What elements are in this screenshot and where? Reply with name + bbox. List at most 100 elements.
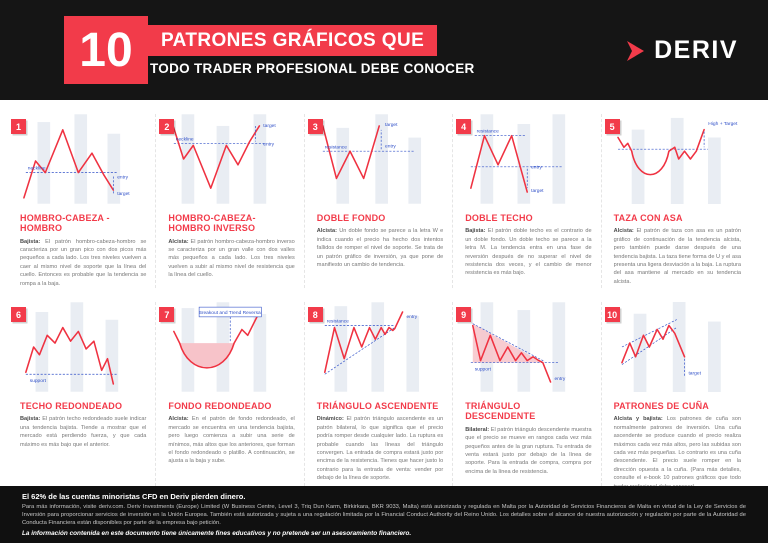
pattern-title: DOBLE TECHO <box>465 213 533 223</box>
pattern-card-doble-techo: 4 resistance entry target DOBLE TECHO Ba… <box>456 114 602 289</box>
footer: El 62% de las cuentas minoristas CFD en … <box>0 486 768 543</box>
pattern-text: El patrón triángulo ascendente es un pat… <box>316 416 444 482</box>
chart-label: target <box>264 123 277 129</box>
chart-label: entry <box>385 143 396 149</box>
chart-label: entry <box>555 376 566 382</box>
pattern-text: Un doble fondo se parece a la letra W e … <box>316 228 444 268</box>
pattern-bias: Alcista: <box>316 228 338 235</box>
chart-label: target <box>531 188 544 194</box>
pattern-description: Bajista: El patrón doble techo es el con… <box>465 227 591 277</box>
pattern-bias: Dinámico: <box>316 416 344 423</box>
chart-label: resistance <box>325 144 347 150</box>
pattern-title: TECHO REDONDEADO <box>20 401 123 412</box>
descending-triangle-diagram: support entry <box>471 302 566 392</box>
pattern-description: Bilateral: El patrón triángulo descenden… <box>465 426 591 476</box>
pattern-number-badge: 3 <box>307 119 323 134</box>
pattern-card-taza-con-asa: 5 High + Target TAZA CON ASA Alcista: El… <box>604 114 750 288</box>
pattern-bias: Alcista: <box>613 228 634 235</box>
double-bottom-diagram: resistance entry target <box>321 114 421 204</box>
chart-label: entry <box>117 174 128 180</box>
pattern-card-hombro-cabeza-hombro: 1 neckline entry target HOMBRO-CABEZA -H… <box>11 114 157 289</box>
pattern-number-badge: 1 <box>11 119 26 134</box>
pattern-number-badge: 6 <box>11 307 26 323</box>
chart-label: entry <box>264 141 275 147</box>
brand-logo: DERIV <box>623 36 738 65</box>
head-and-shoulders-diagram: neckline entry target <box>23 114 130 204</box>
pattern-text: El patrón de taza con asa es un patrón g… <box>613 228 741 285</box>
pattern-text: En el patrón de fondo redondeado, el mer… <box>168 416 295 465</box>
pattern-text: El patrón hombro-cabeza-hombro se caract… <box>20 238 147 287</box>
risk-warning: El 62% de las cuentas minoristas CFD en … <box>22 492 246 501</box>
chart-label: target <box>688 370 701 376</box>
pattern-description: Alcista: El patrón de taza con asa es un… <box>614 227 741 286</box>
rounded-bottom-diagram: Breakout and Trend Reversal <box>173 302 267 392</box>
chart-label: target <box>385 122 398 128</box>
chart-label: entry <box>406 314 417 320</box>
pattern-number-badge: 9 <box>456 307 472 323</box>
pattern-number-badge: 10 <box>604 307 620 323</box>
pattern-text: El patrón doble techo es el contrario de… <box>465 228 592 277</box>
pattern-title: HOMBRO-CABEZA -HOMBRO <box>20 213 110 234</box>
pattern-description: Alcista: Un doble fondo se parece a la l… <box>317 227 443 269</box>
ascending-triangle-diagram: resistance entry <box>323 302 419 392</box>
chart-label: Breakout and Trend Reversal <box>199 310 262 316</box>
pattern-card-doble-fondo: 3 resistance entry target DOBLE FONDO Al… <box>307 114 454 289</box>
wedge-pattern-diagram: target <box>620 302 721 393</box>
pattern-title: PATRONES DE CUÑA <box>613 401 709 412</box>
chart-label: resistance <box>477 129 499 135</box>
cup-and-handle-diagram: High + Target <box>616 117 738 204</box>
pattern-description: Bajista: El patrón hombro-cabeza-hombro … <box>20 238 146 288</box>
pattern-number-badge: 2 <box>159 119 175 134</box>
chart-label: entry <box>531 165 542 171</box>
pattern-card-patrones-de-cuna: 10 target PATRONES DE CUÑA Alcista y baj… <box>604 302 750 491</box>
chart-label: resistance <box>327 319 349 325</box>
pattern-title: DOBLE FONDO <box>316 213 386 223</box>
educational-disclaimer: La información contenida en este documen… <box>22 530 412 538</box>
pattern-description: Dinámico: El patrón triángulo ascendente… <box>317 415 443 482</box>
pattern-title: TAZA CON ASA <box>613 213 683 223</box>
page-subtitle: TODO TRADER PROFESIONAL DEBE CONOCER <box>150 61 475 76</box>
pattern-bias: Alcista y bajista: <box>613 416 663 423</box>
chart-label: neckline <box>176 137 194 143</box>
pattern-title: TRIÁNGULO ASCENDENTE <box>316 401 439 412</box>
pattern-card-hch-inverso: 2 neckline entry target HOMBRO-CABEZA-HO… <box>159 114 305 289</box>
pattern-description: Alcista: En el patrón de fondo redondead… <box>168 415 294 465</box>
pattern-text: El patrón hombro-cabeza-hombro inverso s… <box>168 238 295 279</box>
pattern-text: El patrón triángulo descendente muestra … <box>465 426 592 475</box>
pattern-description: Bajista: El patrón techo redondeado suel… <box>20 415 146 449</box>
brand-name: DERIV <box>654 36 738 64</box>
pattern-title: HOMBRO-CABEZA-HOMBRO INVERSO <box>168 213 256 234</box>
pattern-title: FONDO REDONDEADO <box>168 401 272 412</box>
pattern-bias: Bilateral: <box>465 426 490 433</box>
pattern-number-badge: 5 <box>604 119 620 134</box>
pattern-bias: Alcista: <box>168 416 189 423</box>
header: 10 PATRONES GRÁFICOS QUE TODO TRADER PRO… <box>0 0 768 100</box>
pattern-number-badge: 8 <box>307 307 323 323</box>
pattern-card-triangulo-ascendente: 8 resistance entry TRIÁNGULO ASCENDENTE … <box>307 302 454 491</box>
header-number-block: 10 <box>64 16 148 84</box>
rounded-top-diagram: support <box>25 302 119 392</box>
pattern-number-badge: 4 <box>456 119 472 134</box>
deriv-logo-icon <box>627 40 645 61</box>
pattern-number-badge: 7 <box>159 307 175 323</box>
pattern-bias: Bajista: <box>20 238 41 245</box>
pattern-description: Alcista y bajista: Los patrones de cuña … <box>614 415 741 491</box>
pattern-card-fondo-redondeado: 7 Breakout and Trend Reversal FONDO REDO… <box>159 302 305 491</box>
inverse-head-and-shoulders-diagram: neckline entry target <box>171 114 277 204</box>
double-top-diagram: resistance entry target <box>470 114 566 204</box>
pattern-bias: Bajista: <box>465 228 486 235</box>
chart-label: support <box>475 366 492 372</box>
chart-label: High + Target <box>708 121 738 127</box>
patterns-grid: 1 neckline entry target HOMBRO-CABEZA -H… <box>0 100 768 491</box>
pattern-text: El patrón techo redondeado suele indicar… <box>20 416 147 448</box>
pattern-bias: Alcista: <box>168 238 189 245</box>
legal-disclaimer: Para más información, visite deriv.com. … <box>22 504 746 527</box>
pattern-text: Los patrones de cuña son normalmente pat… <box>613 416 741 489</box>
pattern-bias: Bajista: <box>20 416 41 423</box>
pattern-title: TRIÁNGULO DESCENDENTE <box>465 401 536 422</box>
chart-label: target <box>117 191 130 197</box>
chart-label: neckline <box>28 166 46 172</box>
pattern-card-triangulo-descendente: 9 support entry TRIÁNGULO DESCENDENTE Bi… <box>456 302 602 491</box>
chart-label: support <box>30 378 47 384</box>
page-title: PATRONES GRÁFICOS QUE <box>148 25 438 56</box>
